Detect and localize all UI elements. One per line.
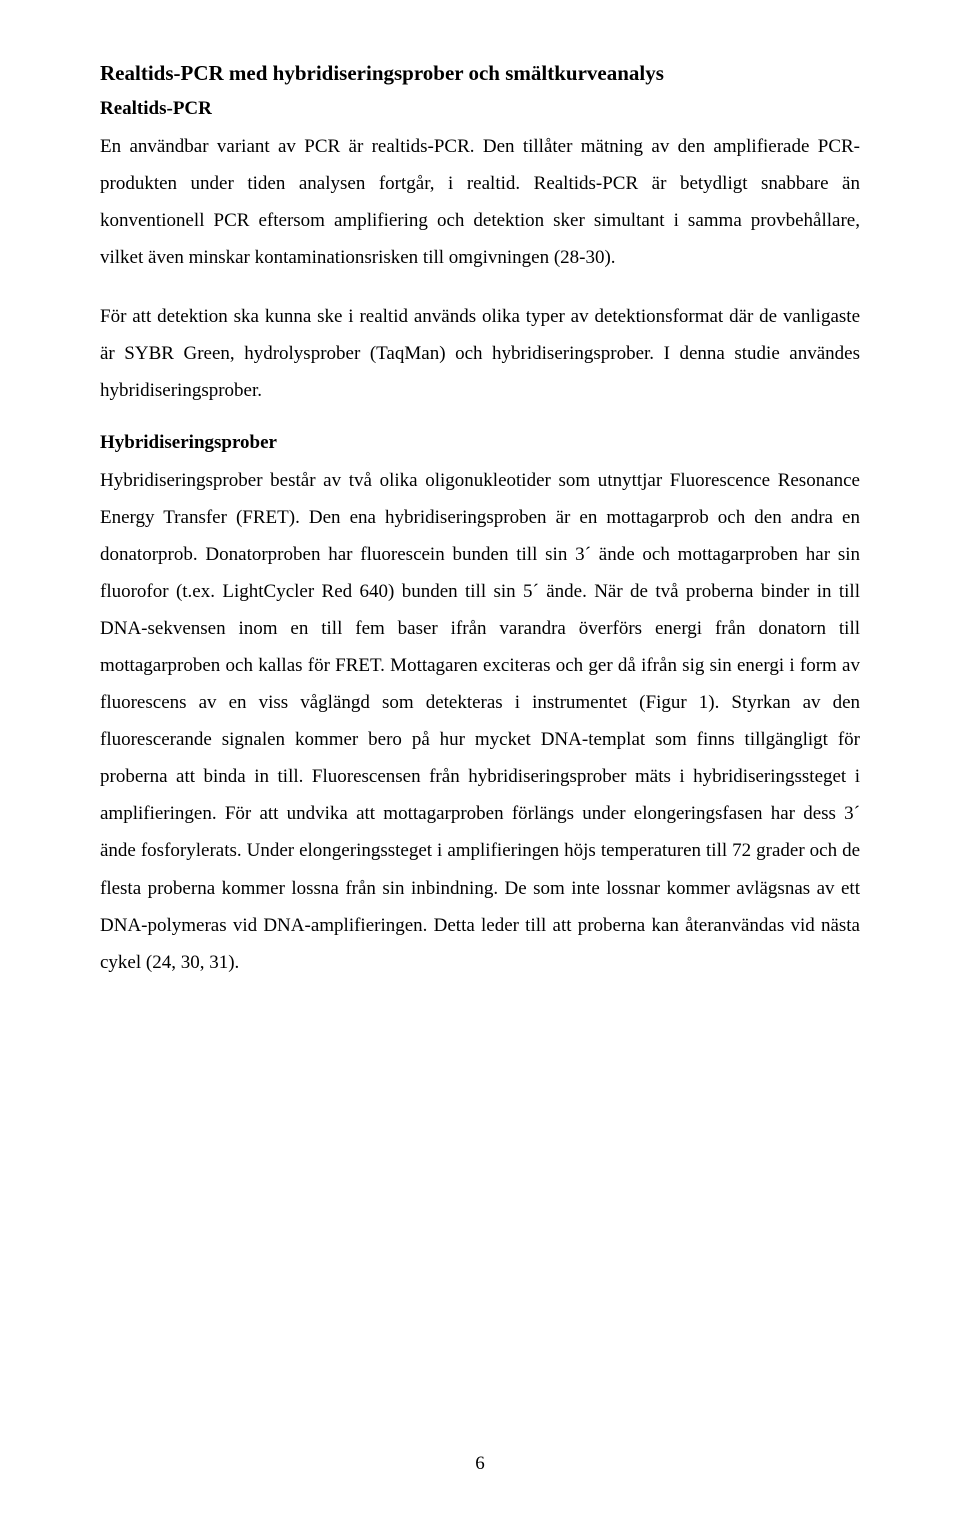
page-number: 6 [0, 1453, 960, 1475]
paragraph-2: För att detektion ska kunna ske i realti… [100, 298, 860, 409]
paragraph-3: Hybridiseringsprober består av två olika… [100, 462, 860, 981]
subheading-realtids-pcr: Realtids-PCR [100, 97, 860, 122]
document-page: Realtids-PCR med hybridiseringsprober oc… [0, 0, 960, 1515]
main-heading: Realtids-PCR med hybridiseringsprober oc… [100, 60, 860, 87]
subheading-hybridiseringsprober: Hybridiseringsprober [100, 431, 860, 456]
paragraph-1: En användbar variant av PCR är realtids-… [100, 128, 860, 276]
